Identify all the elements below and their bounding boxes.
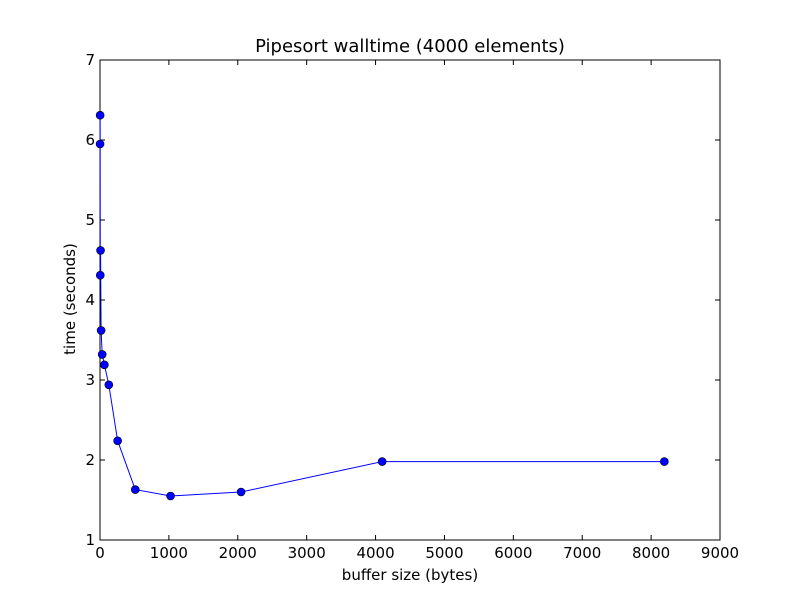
plot-frame (99, 59, 721, 541)
y-axis: 1 2 3 4 5 6 7 (85, 51, 720, 549)
data-point (95, 110, 105, 120)
y-tick-label: 5 (85, 211, 95, 229)
x-tick-label: 8000 (632, 544, 670, 562)
data-point (113, 436, 122, 446)
data-point (96, 326, 106, 335)
x-tick-label: 3000 (288, 544, 326, 562)
data-point (660, 457, 669, 466)
x-tick-label: 2000 (219, 544, 257, 562)
y-tick-label: 4 (85, 291, 95, 309)
y-tick-label: 3 (85, 371, 95, 389)
x-tick-label: 6000 (494, 544, 532, 562)
data-point (377, 457, 387, 466)
chart-title: Pipesort walltime (4000 elements) (255, 36, 565, 57)
data-point (95, 139, 105, 149)
y-tick-label: 6 (85, 131, 95, 149)
x-axis-label: buffer size (bytes) (342, 566, 478, 584)
y-tick-label: 7 (85, 51, 95, 69)
data-point (236, 487, 246, 497)
x-tick-label: 4000 (356, 544, 394, 562)
y-tick-label: 2 (85, 451, 95, 469)
data-point (95, 270, 105, 280)
y-tick-label: 1 (85, 531, 95, 549)
data-point (130, 485, 140, 494)
data-point (97, 350, 107, 359)
x-tick-label: 5000 (425, 544, 463, 562)
x-tick-label: 0 (95, 544, 105, 562)
y-axis-label: time (seconds) (61, 243, 79, 355)
x-tick-label: 7000 (563, 544, 601, 562)
data-point (96, 246, 105, 255)
x-tick-label: 9000 (701, 544, 739, 562)
data-point (166, 491, 175, 501)
data-point (104, 380, 114, 390)
data-point (100, 360, 109, 370)
x-axis: 0 1000 2000 3000 4000 5000 6000 7000 8000 9000 (95, 60, 739, 562)
plot-area (95, 59, 721, 541)
x-tick-label: 1000 (150, 544, 188, 562)
